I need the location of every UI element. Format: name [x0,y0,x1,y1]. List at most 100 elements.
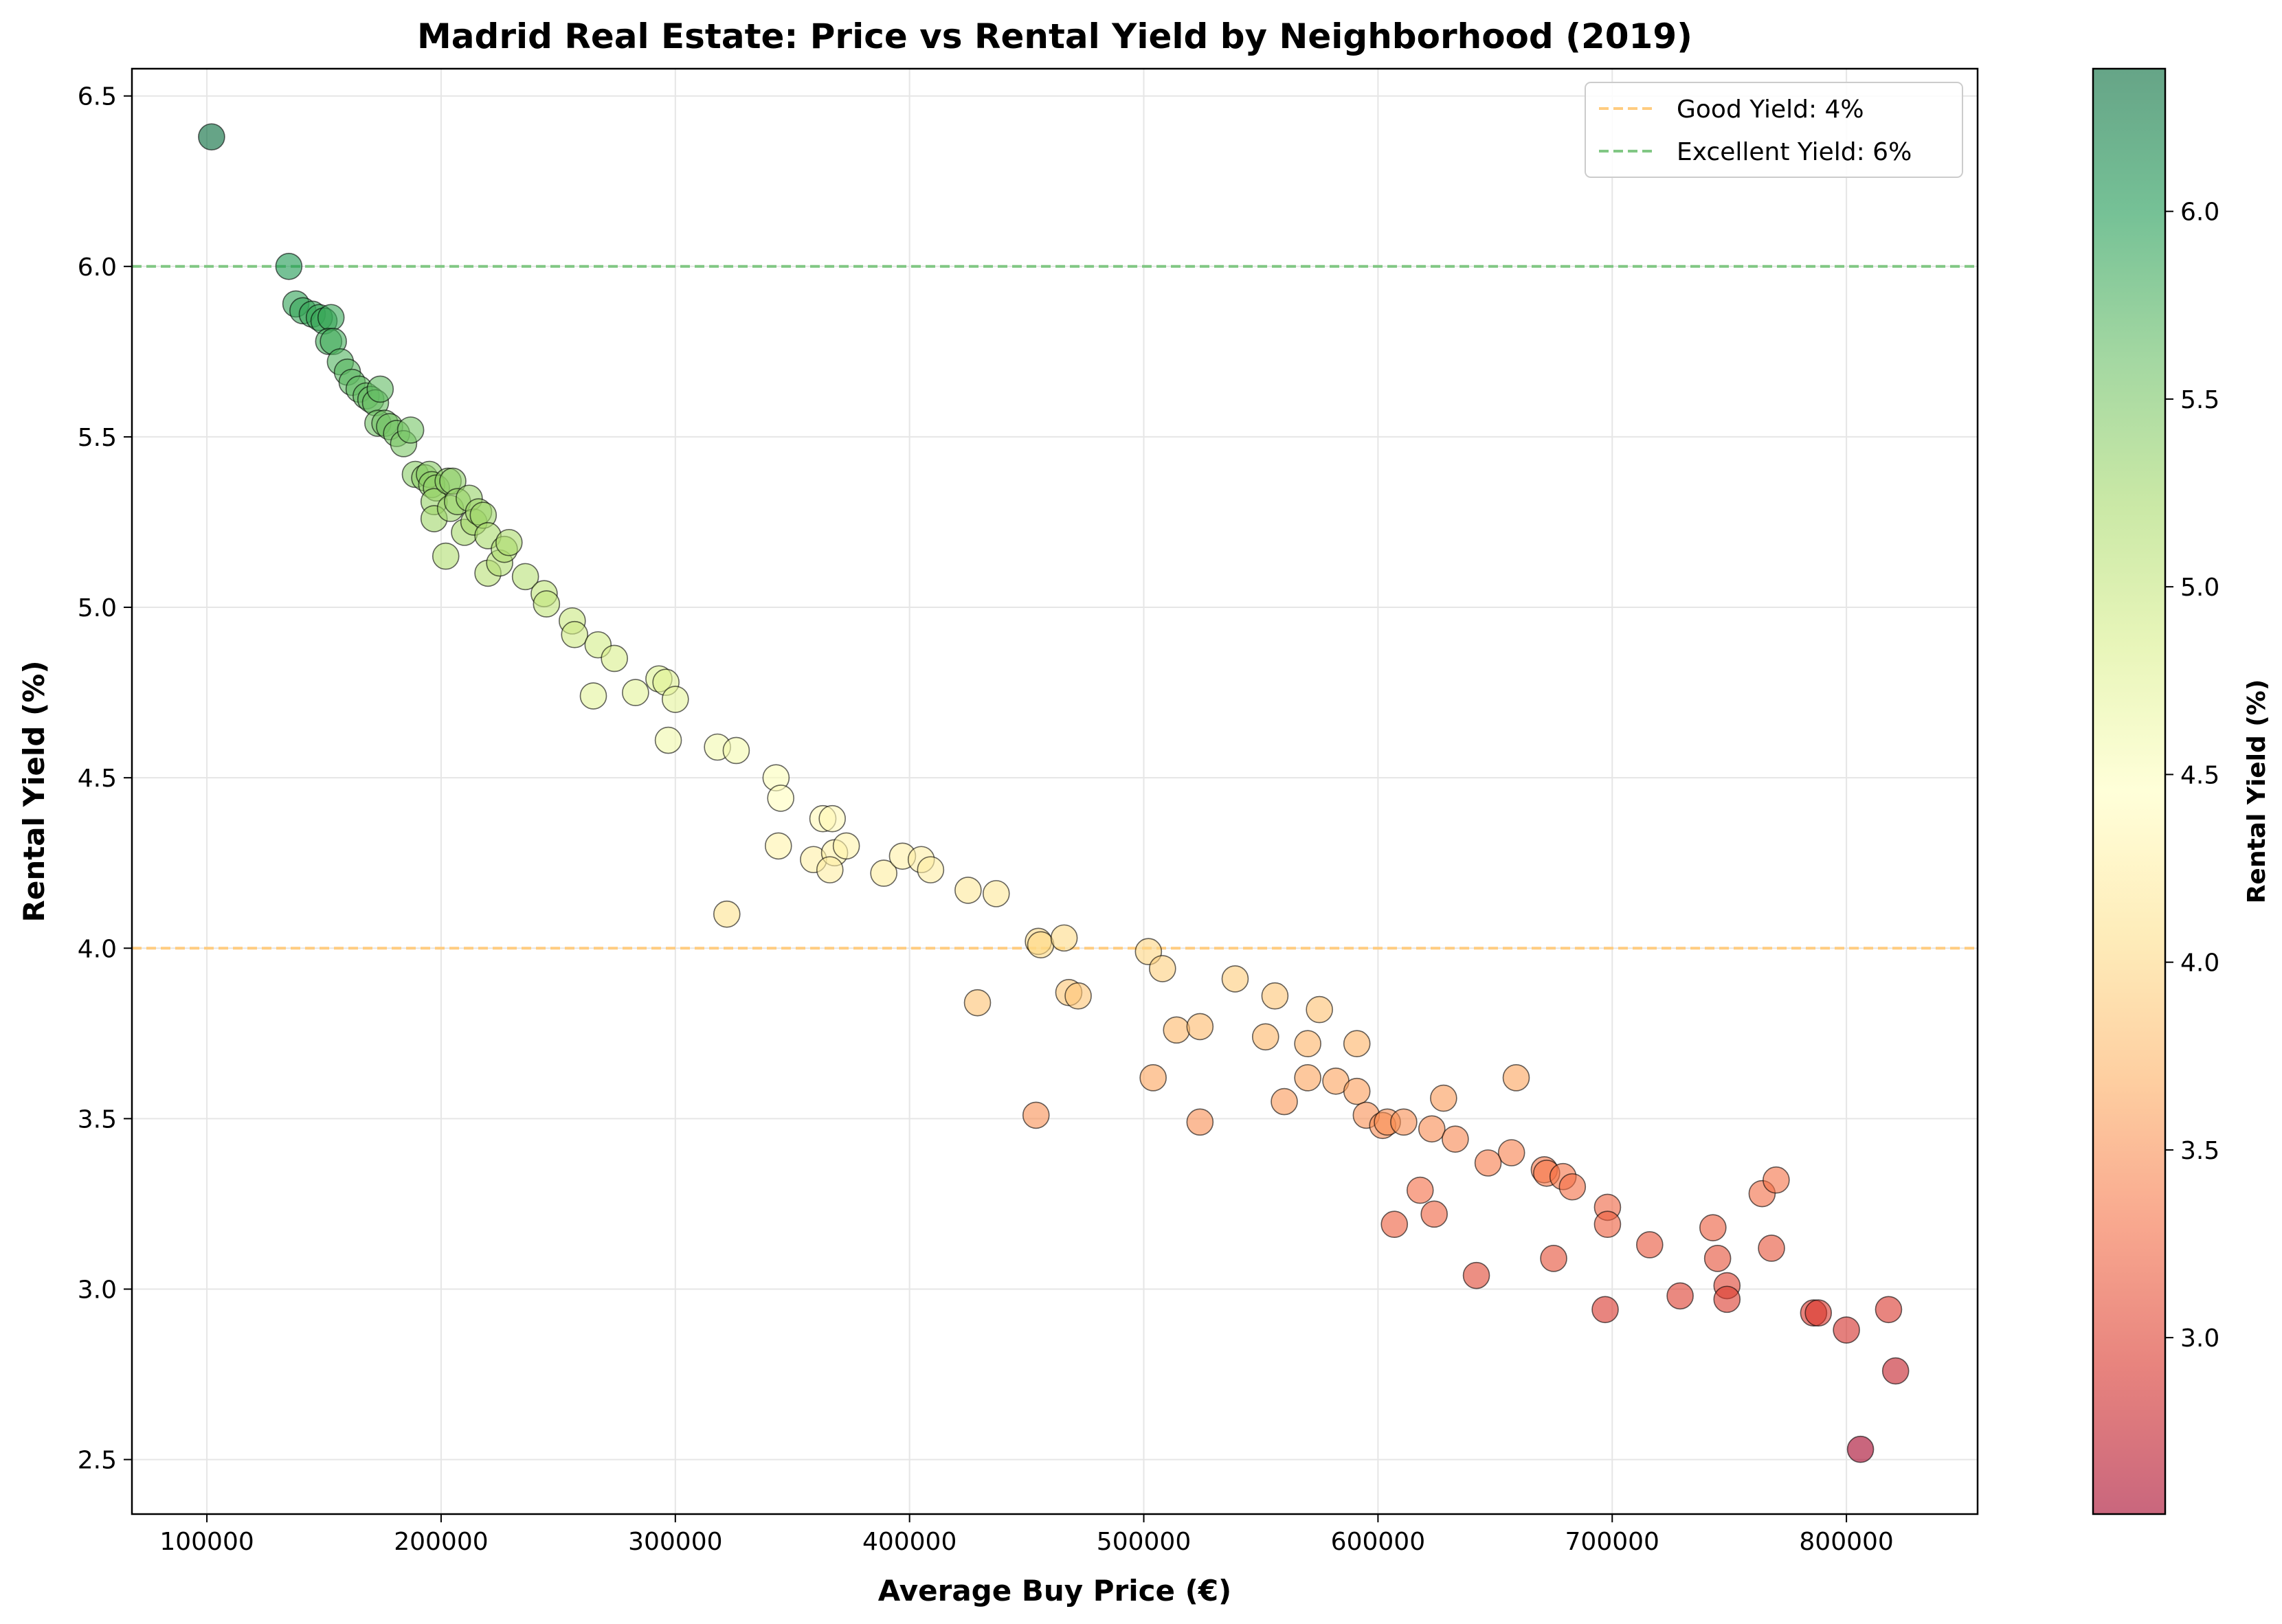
data-point [662,686,689,713]
legend: Good Yield: 4% Excellent Yield: 6% [1585,82,1963,178]
data-point [1418,1115,1446,1143]
data-point [1699,1214,1727,1241]
data-point [954,877,982,904]
x-tick-label: 300000 [628,1528,722,1556]
data-point [1846,1435,1875,1463]
data-point [561,620,589,649]
data-point [1881,1357,1910,1385]
y-tick-label: 3.5 [78,1105,117,1134]
y-tick-label: 6.0 [78,253,117,282]
colorbar-tick-label: 6.0 [2180,199,2219,227]
data-point [1380,1210,1409,1239]
data-points [198,123,1910,1463]
data-point [1593,1210,1622,1239]
colorbar-ticks: 3.0 3.5 4.0 4.5 5.0 5.5 6.0 [2165,199,2219,1353]
data-point [533,590,561,618]
data-point [1022,1101,1050,1129]
data-point [1420,1200,1448,1228]
data-point [654,726,682,754]
reference-lines [132,264,1978,950]
colorbar-tick-label: 4.0 [2180,949,2219,978]
data-point [1430,1084,1457,1112]
y-tick-label: 6.5 [78,83,117,111]
plot-frame [131,67,1979,1515]
data-point [818,804,846,833]
data-point [713,900,741,928]
data-point [1027,931,1055,959]
x-axis-label: Average Buy Price (€) [878,1574,1232,1608]
data-point [579,682,607,710]
data-point [722,736,750,765]
data-point [1442,1125,1469,1153]
y-tick-label: 4.0 [78,935,117,963]
data-point [1462,1261,1490,1289]
data-point [870,859,897,887]
data-point [1833,1316,1860,1344]
data-point [366,375,394,403]
colorbar-gradient [2093,69,2165,1514]
data-point [1758,1234,1785,1262]
data-point [1343,1030,1371,1058]
y-axis-ticks: 2.5 3.0 3.5 4.0 4.5 5.0 5.5 6.0 6.5 [78,83,132,1475]
data-point [432,542,460,570]
colorbar-tick-label: 5.5 [2180,386,2219,414]
legend-label-excellent: Excellent Yield: 6% [1677,138,1912,166]
y-tick-label: 3.0 [78,1276,117,1304]
data-point [963,989,992,1017]
data-point [622,679,649,706]
colorbar-label: Rental Yield (%) [2243,679,2271,904]
x-axis-ticks: 100000 200000 300000 400000 500000 600000 7000… [159,1514,1894,1556]
data-point [396,416,425,444]
data-point [1148,955,1176,982]
colorbar-frame [2092,67,2167,1515]
y-tick-label: 5.0 [78,594,117,622]
data-point [1343,1077,1371,1105]
data-point [1163,1016,1191,1044]
legend-box [1585,82,1963,178]
data-point [1540,1245,1567,1272]
colorbar-tick-label: 4.5 [2180,761,2219,789]
data-point [1261,982,1289,1010]
data-point [1050,924,1078,952]
y-tick-label: 4.5 [78,765,117,793]
data-point [1186,1108,1214,1136]
data-point [511,563,539,591]
data-point [1221,965,1249,993]
data-point [1406,1176,1434,1204]
data-point [1763,1166,1790,1194]
data-point [764,832,792,860]
data-point [1306,995,1333,1024]
data-point [1497,1139,1525,1166]
data-point [1713,1285,1741,1313]
data-point [1390,1108,1418,1136]
data-point [1635,1231,1664,1259]
x-tick-label: 400000 [862,1528,957,1556]
colorbar: 3.0 3.5 4.0 4.5 5.0 5.5 6.0 Rental Yield (%) [2092,67,2271,1515]
x-tick-label: 100000 [159,1528,254,1556]
data-point [1186,1013,1214,1041]
colorbar-tick-label: 3.0 [2180,1324,2219,1353]
data-point [1502,1064,1530,1092]
data-point [1666,1282,1694,1310]
data-point [1294,1064,1321,1092]
data-point [1294,1030,1321,1058]
data-point [1474,1149,1502,1177]
x-tick-label: 600000 [1331,1528,1425,1556]
data-point [198,123,225,151]
data-point [275,253,303,280]
x-tick-label: 200000 [394,1528,488,1556]
grid [132,69,1978,1514]
data-point [317,304,345,332]
x-tick-label: 800000 [1799,1528,1893,1556]
data-point [767,785,794,812]
colorbar-tick-label: 5.0 [2180,574,2219,602]
x-tick-label: 700000 [1565,1528,1659,1556]
y-tick-label: 2.5 [78,1447,117,1475]
x-tick-label: 500000 [1097,1528,1191,1556]
data-point [1558,1173,1587,1201]
colorbar-tick-label: 3.5 [2180,1137,2219,1165]
chart-title: Madrid Real Estate: Price vs Rental Yiel… [417,16,1692,56]
data-point [601,644,628,673]
y-axis-label: Rental Yield (%) [17,660,51,922]
